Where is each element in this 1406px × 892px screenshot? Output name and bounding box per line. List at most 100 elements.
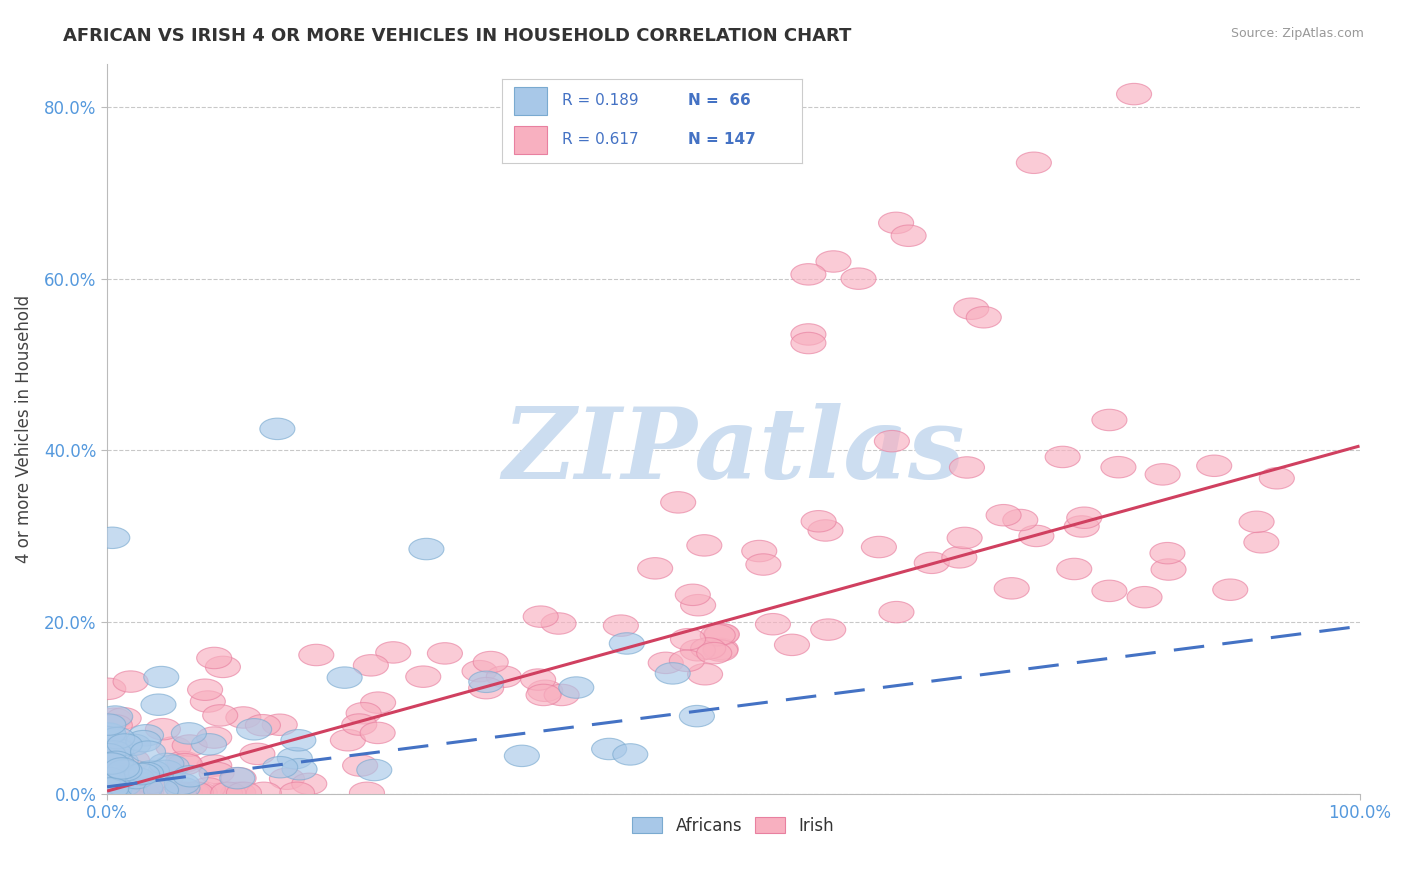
- Ellipse shape: [914, 552, 949, 574]
- Ellipse shape: [263, 756, 298, 778]
- Ellipse shape: [544, 684, 579, 706]
- Ellipse shape: [101, 782, 136, 804]
- Ellipse shape: [236, 719, 271, 740]
- Ellipse shape: [91, 782, 127, 804]
- Ellipse shape: [91, 768, 125, 789]
- Ellipse shape: [226, 706, 262, 728]
- Ellipse shape: [792, 264, 825, 285]
- Ellipse shape: [1092, 409, 1128, 431]
- Ellipse shape: [112, 782, 148, 804]
- Ellipse shape: [107, 734, 142, 756]
- Ellipse shape: [143, 666, 179, 688]
- Ellipse shape: [197, 727, 232, 748]
- Ellipse shape: [609, 632, 644, 654]
- Ellipse shape: [105, 764, 141, 785]
- Ellipse shape: [91, 714, 125, 735]
- Ellipse shape: [226, 782, 262, 804]
- Ellipse shape: [104, 782, 139, 804]
- Ellipse shape: [688, 664, 723, 685]
- Ellipse shape: [775, 634, 810, 656]
- Ellipse shape: [97, 772, 132, 793]
- Ellipse shape: [107, 768, 142, 789]
- Ellipse shape: [128, 724, 163, 746]
- Ellipse shape: [91, 744, 125, 765]
- Ellipse shape: [679, 706, 714, 727]
- Ellipse shape: [124, 782, 159, 804]
- Ellipse shape: [526, 684, 561, 706]
- Ellipse shape: [1019, 525, 1054, 547]
- Ellipse shape: [120, 767, 153, 789]
- Ellipse shape: [1057, 558, 1092, 580]
- Ellipse shape: [669, 650, 704, 672]
- Ellipse shape: [406, 666, 440, 688]
- Ellipse shape: [474, 651, 508, 673]
- Ellipse shape: [841, 268, 876, 289]
- Ellipse shape: [298, 644, 333, 665]
- Ellipse shape: [1116, 83, 1152, 105]
- Text: ZIPatlas: ZIPatlas: [502, 402, 965, 499]
- Ellipse shape: [675, 584, 710, 606]
- Ellipse shape: [105, 774, 141, 797]
- Ellipse shape: [91, 723, 125, 744]
- Ellipse shape: [1045, 446, 1080, 467]
- Ellipse shape: [360, 692, 395, 714]
- Ellipse shape: [94, 753, 129, 774]
- Ellipse shape: [156, 737, 191, 758]
- Ellipse shape: [704, 624, 740, 645]
- Ellipse shape: [114, 749, 149, 771]
- Ellipse shape: [200, 763, 235, 784]
- Ellipse shape: [703, 638, 738, 659]
- Ellipse shape: [128, 777, 163, 798]
- Ellipse shape: [221, 782, 256, 804]
- Ellipse shape: [112, 671, 148, 692]
- Ellipse shape: [117, 782, 152, 804]
- Ellipse shape: [104, 757, 139, 779]
- Ellipse shape: [342, 714, 377, 735]
- Ellipse shape: [97, 780, 132, 801]
- Ellipse shape: [291, 773, 326, 795]
- Ellipse shape: [167, 754, 202, 775]
- Ellipse shape: [862, 536, 897, 558]
- Ellipse shape: [205, 657, 240, 678]
- Ellipse shape: [681, 640, 716, 661]
- Ellipse shape: [792, 324, 825, 345]
- Ellipse shape: [1101, 457, 1136, 478]
- Ellipse shape: [1197, 455, 1232, 476]
- Ellipse shape: [104, 772, 139, 793]
- Ellipse shape: [167, 782, 202, 804]
- Ellipse shape: [246, 782, 281, 804]
- Ellipse shape: [527, 680, 562, 701]
- Ellipse shape: [1260, 467, 1295, 489]
- Ellipse shape: [637, 558, 672, 579]
- Ellipse shape: [661, 491, 696, 513]
- Legend: Africans, Irish: Africans, Irish: [627, 812, 839, 840]
- Ellipse shape: [703, 624, 738, 645]
- Ellipse shape: [330, 730, 366, 751]
- Ellipse shape: [166, 751, 201, 772]
- Ellipse shape: [260, 418, 295, 440]
- Ellipse shape: [592, 739, 627, 760]
- Ellipse shape: [173, 765, 208, 787]
- Ellipse shape: [148, 766, 183, 788]
- Ellipse shape: [149, 753, 184, 774]
- Ellipse shape: [105, 782, 141, 804]
- Ellipse shape: [283, 758, 318, 780]
- Ellipse shape: [671, 629, 706, 650]
- Ellipse shape: [994, 578, 1029, 599]
- Ellipse shape: [114, 782, 149, 804]
- Ellipse shape: [353, 655, 388, 676]
- Ellipse shape: [350, 782, 384, 804]
- Ellipse shape: [690, 638, 725, 659]
- Ellipse shape: [107, 760, 142, 781]
- Ellipse shape: [328, 667, 363, 689]
- Ellipse shape: [949, 457, 984, 478]
- Ellipse shape: [1092, 580, 1128, 601]
- Ellipse shape: [879, 601, 914, 623]
- Ellipse shape: [815, 251, 851, 272]
- Ellipse shape: [613, 744, 648, 765]
- Ellipse shape: [91, 728, 127, 749]
- Ellipse shape: [100, 739, 134, 760]
- Ellipse shape: [100, 727, 135, 749]
- Ellipse shape: [1213, 579, 1247, 600]
- Ellipse shape: [801, 510, 837, 532]
